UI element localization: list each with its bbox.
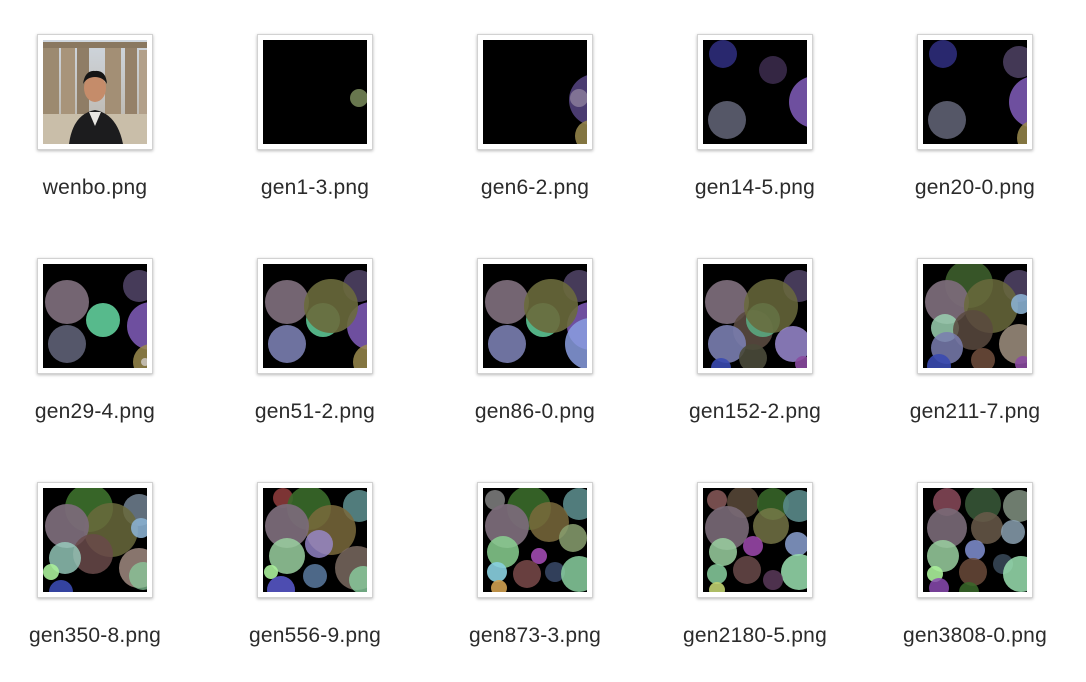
file-name-label[interactable]: gen211-7.png [909,400,1041,423]
generated-circles-thumbnail-icon [263,488,367,592]
generated-circles-thumbnail-icon [263,264,367,368]
image-thumbnail[interactable] [257,258,373,374]
generated-circles-thumbnail-icon [263,40,367,144]
file-name-label[interactable]: gen6-2.png [480,176,590,199]
file-item[interactable]: gen3808-0.png [875,482,1075,682]
file-name-label[interactable]: gen1-3.png [260,176,370,199]
file-item[interactable]: gen873-3.png [435,482,635,682]
image-thumbnail[interactable] [477,482,593,598]
file-item[interactable]: wenbo.png [0,34,195,234]
image-thumbnail[interactable] [697,258,813,374]
photo-thumbnail-icon [43,40,147,144]
file-name-label[interactable]: gen152-2.png [688,400,822,423]
generated-circles-thumbnail-icon [483,488,587,592]
image-thumbnail[interactable] [917,258,1033,374]
file-item[interactable]: gen20-0.png [875,34,1075,234]
file-name-label[interactable]: gen29-4.png [34,400,156,423]
image-thumbnail[interactable] [477,34,593,150]
file-item[interactable]: gen29-4.png [0,258,195,458]
image-thumbnail[interactable] [37,482,153,598]
file-item[interactable]: gen152-2.png [655,258,855,458]
file-name-label[interactable]: gen2180-5.png [683,624,827,647]
image-thumbnail[interactable] [917,34,1033,150]
file-name-label[interactable]: gen3808-0.png [903,624,1047,647]
generated-circles-thumbnail-icon [703,40,807,144]
generated-circles-thumbnail-icon [923,40,1027,144]
file-name-label[interactable]: gen51-2.png [254,400,376,423]
generated-circles-thumbnail-icon [703,264,807,368]
generated-circles-thumbnail-icon [43,488,147,592]
generated-circles-thumbnail-icon [923,488,1027,592]
file-item[interactable]: gen86-0.png [435,258,635,458]
generated-circles-thumbnail-icon [483,40,587,144]
file-name-label[interactable]: wenbo.png [42,176,148,199]
image-thumbnail[interactable] [917,482,1033,598]
image-thumbnail[interactable] [257,34,373,150]
file-name-label[interactable]: gen14-5.png [694,176,816,199]
image-thumbnail[interactable] [697,482,813,598]
file-name-label[interactable]: gen86-0.png [474,400,596,423]
image-thumbnail[interactable] [697,34,813,150]
image-thumbnail[interactable] [37,258,153,374]
generated-circles-thumbnail-icon [923,264,1027,368]
generated-circles-thumbnail-icon [43,264,147,368]
image-thumbnail[interactable] [37,34,153,150]
file-item[interactable]: gen556-9.png [215,482,415,682]
file-item[interactable]: gen51-2.png [215,258,415,458]
file-item[interactable]: gen1-3.png [215,34,415,234]
file-item[interactable]: gen211-7.png [875,258,1075,458]
file-item[interactable]: gen2180-5.png [655,482,855,682]
file-item[interactable]: gen6-2.png [435,34,635,234]
file-item[interactable]: gen350-8.png [0,482,195,682]
image-thumbnail[interactable] [257,482,373,598]
file-name-label[interactable]: gen350-8.png [28,624,162,647]
generated-circles-thumbnail-icon [483,264,587,368]
file-item[interactable]: gen14-5.png [655,34,855,234]
file-name-label[interactable]: gen20-0.png [914,176,1036,199]
file-name-label[interactable]: gen873-3.png [468,624,602,647]
image-thumbnail[interactable] [477,258,593,374]
file-name-label[interactable]: gen556-9.png [248,624,382,647]
generated-circles-thumbnail-icon [703,488,807,592]
